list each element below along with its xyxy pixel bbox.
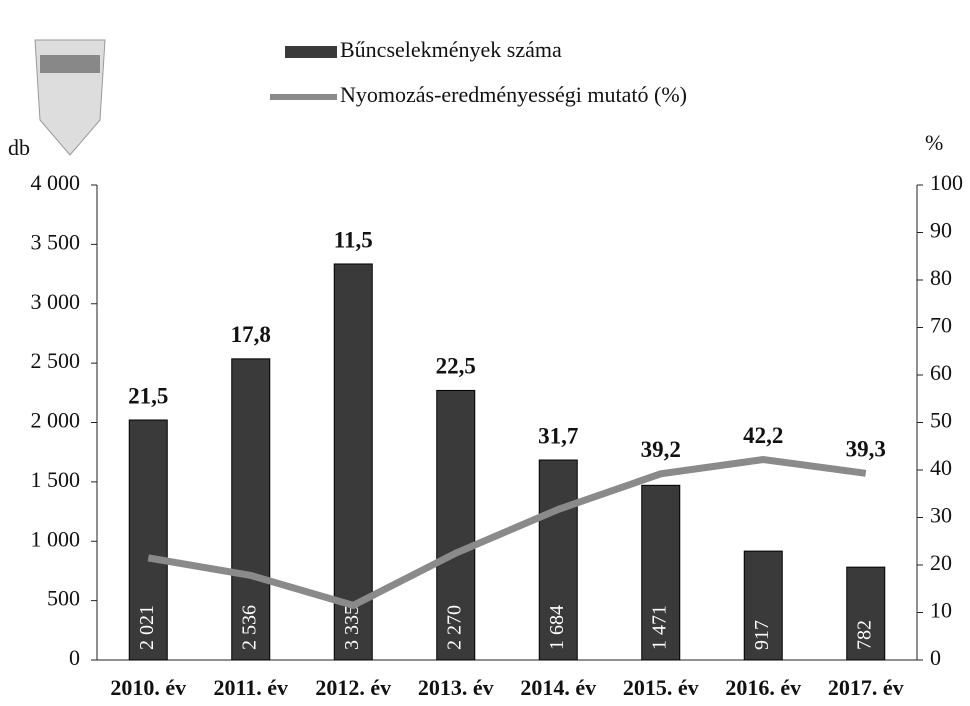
y2-tick-label: 80 bbox=[930, 265, 952, 290]
y-tick-label: 2 500 bbox=[31, 348, 81, 373]
line-value-label: 42,2 bbox=[743, 423, 783, 448]
line-value-label: 11,5 bbox=[334, 227, 373, 252]
legend-label: Nyomozás-eredményességi mutató (%) bbox=[340, 82, 687, 107]
y-tick-label: 3 500 bbox=[31, 229, 81, 254]
y2-tick-label: 40 bbox=[930, 455, 952, 480]
bar-value-label: 2 021 bbox=[136, 605, 158, 650]
line-value-label: 21,5 bbox=[128, 383, 168, 408]
y2-tick-label: 20 bbox=[930, 550, 952, 575]
bar bbox=[231, 358, 271, 661]
bar bbox=[128, 419, 168, 661]
bar-value-label: 2 536 bbox=[238, 605, 260, 650]
logo bbox=[34, 39, 106, 156]
y2-tick-label: 100 bbox=[930, 170, 963, 195]
bar-value-label: 2 270 bbox=[443, 605, 465, 650]
y-tick-label: 3 000 bbox=[31, 289, 81, 314]
x-tick-label: 2013. év bbox=[418, 675, 494, 700]
x-tick-label: 2010. év bbox=[110, 675, 186, 700]
bar-value-label: 3 335 bbox=[341, 605, 363, 650]
bar-value-label: 1 684 bbox=[546, 605, 568, 650]
bar bbox=[538, 459, 578, 661]
y-tick-label: 500 bbox=[47, 586, 80, 611]
bar-value-label: 782 bbox=[853, 620, 875, 650]
x-tick-label: 2016. év bbox=[725, 675, 801, 700]
line-value-label: 39,3 bbox=[846, 437, 886, 462]
bar-value-label: 1 471 bbox=[648, 605, 670, 650]
line-value-label: 22,5 bbox=[436, 354, 476, 379]
x-tick-label: 2014. év bbox=[520, 675, 596, 700]
y2-tick-label: 60 bbox=[930, 360, 952, 385]
bar bbox=[333, 263, 373, 661]
bar bbox=[743, 550, 783, 661]
x-tick-label: 2017. év bbox=[828, 675, 904, 700]
y-tick-label: 4 000 bbox=[31, 170, 81, 195]
y-tick-label: 1 000 bbox=[31, 526, 81, 551]
line-value-label: 17,8 bbox=[231, 322, 271, 347]
y2-tick-label: 10 bbox=[930, 598, 952, 623]
y2-tick-label: 70 bbox=[930, 313, 952, 338]
bar bbox=[436, 389, 476, 661]
y-tick-label: 0 bbox=[69, 645, 80, 670]
y2-tick-label: 50 bbox=[930, 408, 952, 433]
y2-axis-label: % bbox=[925, 130, 943, 155]
bar-value-label: 917 bbox=[751, 620, 773, 650]
bar bbox=[641, 484, 681, 661]
x-tick-label: 2012. év bbox=[315, 675, 391, 700]
y-axis-label: db bbox=[8, 135, 30, 160]
line bbox=[147, 456, 867, 610]
y-tick-label: 2 000 bbox=[31, 408, 81, 433]
y2-tick-label: 30 bbox=[930, 503, 952, 528]
line-value-label: 31,7 bbox=[538, 423, 578, 448]
x-tick-label: 2015. év bbox=[623, 675, 699, 700]
y2-tick-label: 0 bbox=[930, 645, 941, 670]
y-tick-label: 1 500 bbox=[31, 467, 81, 492]
legend-label: Bűncselekmények száma bbox=[340, 37, 562, 62]
y2-tick-label: 90 bbox=[930, 218, 952, 243]
x-tick-label: 2011. év bbox=[213, 675, 288, 700]
legend-swatch bbox=[285, 46, 337, 58]
bar bbox=[846, 566, 886, 661]
line-value-label: 39,2 bbox=[641, 437, 681, 462]
